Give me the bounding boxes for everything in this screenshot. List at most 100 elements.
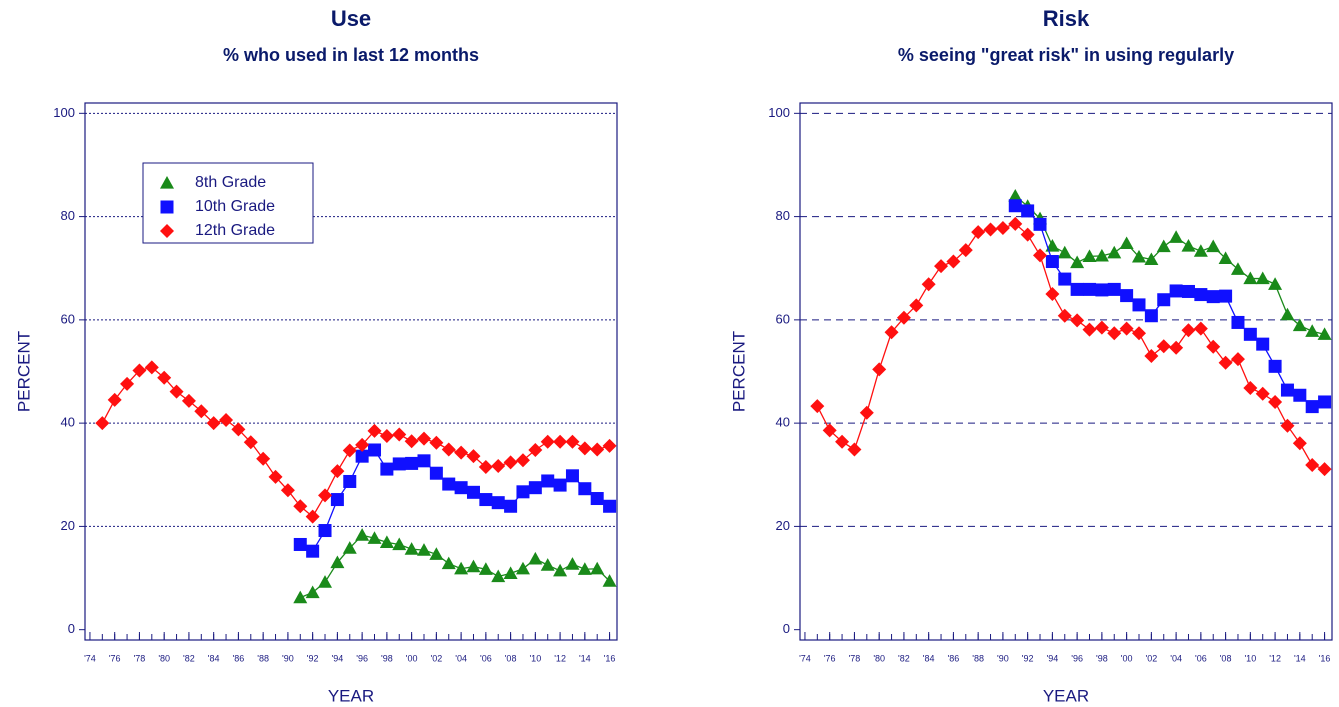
marker [1219,289,1233,303]
x-tick-label: '78 [134,653,146,663]
x-tick-label: '90 [282,653,294,663]
x-axis-label: YEAR [1043,686,1089,705]
marker [1008,199,1022,213]
x-tick-label: '82 [898,653,910,663]
marker [95,416,110,431]
marker [1305,324,1320,337]
marker [1181,239,1196,252]
marker [1169,230,1184,243]
marker [1057,245,1072,259]
marker [565,469,579,483]
marker [454,445,469,460]
marker [1057,308,1072,323]
marker [1243,381,1258,396]
marker [231,422,246,437]
x-tick-label: '80 [873,653,885,663]
y-tick-label: 60 [61,311,75,326]
marker [859,405,874,420]
x-tick-label: '90 [997,653,1009,663]
marker [429,435,444,450]
x-tick-label: '74 [799,653,811,663]
marker [355,528,370,541]
series-line [300,534,611,599]
marker [1280,307,1295,321]
x-tick-label: '12 [554,653,566,663]
marker [1045,255,1059,269]
marker [478,562,493,575]
marker [528,442,543,457]
marker [454,481,468,495]
marker [1070,255,1085,269]
marker [107,392,122,407]
marker [934,259,949,274]
marker [392,537,407,551]
marker [194,404,209,419]
marker [1070,313,1085,328]
marker [306,544,320,558]
x-tick-label: '96 [356,653,368,663]
marker [429,547,444,560]
x-tick-label: '86 [948,653,960,663]
marker [516,485,530,499]
x-tick-label: '02 [1146,653,1158,663]
marker [504,499,518,513]
y-tick-label: 80 [61,208,75,223]
marker [1243,271,1258,285]
marker [1033,217,1047,231]
marker [541,474,555,488]
marker [983,222,998,237]
legend-label: 10th Grade [195,198,275,215]
x-tick-label: '88 [257,653,269,663]
marker [342,443,357,458]
marker [1033,248,1048,263]
marker [318,524,332,538]
marker [169,384,184,399]
marker [491,458,506,473]
marker [1206,239,1221,253]
x-tick-label: '84 [923,653,935,663]
marker [1218,355,1233,370]
marker [1255,386,1270,401]
legend-label: 8th Grade [195,174,266,191]
chart-subtitle: % who used in last 12 months [223,45,479,65]
x-tick-label: '98 [381,653,393,663]
chart-title: Use [331,6,371,31]
marker [503,566,518,579]
x-tick-label: '94 [332,653,344,663]
marker [1144,309,1158,323]
y-tick-label: 100 [53,105,75,120]
marker [441,442,456,457]
x-tick-label: '92 [307,653,319,663]
marker [1268,394,1283,409]
x-tick-label: '12 [1269,653,1281,663]
marker [1206,339,1221,354]
marker [1082,249,1097,262]
marker [1230,262,1245,275]
x-tick-label: '16 [1319,653,1331,663]
marker [379,535,394,549]
marker [1070,282,1084,296]
marker [367,531,382,544]
marker [909,298,924,313]
marker [367,423,382,438]
plot-frame [84,102,618,641]
marker [1218,251,1233,265]
x-tick-label: '98 [1096,653,1108,663]
marker [343,474,357,488]
marker [835,434,850,449]
marker [330,493,344,507]
x-tick-label: '08 [505,653,517,663]
marker [1120,289,1134,303]
x-tick-label: '10 [529,653,541,663]
x-tick-label: '14 [1294,653,1306,663]
x-tick-label: '82 [183,653,195,663]
marker [1194,288,1208,302]
marker [528,551,543,565]
marker [1008,188,1023,202]
marker [355,437,370,452]
marker [1305,400,1319,414]
y-tick-label: 60 [776,311,790,326]
marker [1292,318,1307,332]
marker [847,442,862,457]
marker [1305,457,1320,472]
